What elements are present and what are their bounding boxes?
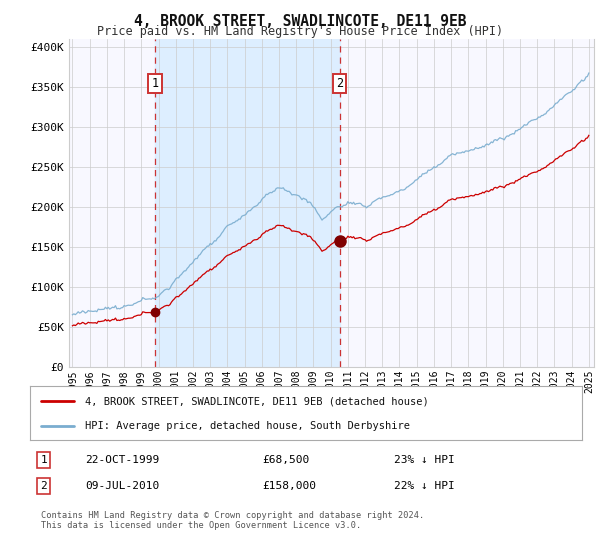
Text: 22% ↓ HPI: 22% ↓ HPI [394,481,455,491]
Text: £68,500: £68,500 [262,455,309,465]
Text: 1: 1 [40,455,47,465]
Bar [155,39,340,367]
Text: 23% ↓ HPI: 23% ↓ HPI [394,455,455,465]
Text: HPI: Average price, detached house, South Derbyshire: HPI: Average price, detached house, Sout… [85,421,410,431]
Text: Price paid vs. HM Land Registry's House Price Index (HPI): Price paid vs. HM Land Registry's House … [97,25,503,38]
Text: £158,000: £158,000 [262,481,316,491]
Text: 22-OCT-1999: 22-OCT-1999 [85,455,160,465]
Text: 4, BROOK STREET, SWADLINCOTE, DE11 9EB: 4, BROOK STREET, SWADLINCOTE, DE11 9EB [134,14,466,29]
Text: 2: 2 [40,481,47,491]
Text: 09-JUL-2010: 09-JUL-2010 [85,481,160,491]
Text: 1: 1 [152,77,159,90]
Text: Contains HM Land Registry data © Crown copyright and database right 2024.
This d: Contains HM Land Registry data © Crown c… [41,511,424,530]
Text: 4, BROOK STREET, SWADLINCOTE, DE11 9EB (detached house): 4, BROOK STREET, SWADLINCOTE, DE11 9EB (… [85,396,429,407]
Text: 2: 2 [336,77,343,90]
